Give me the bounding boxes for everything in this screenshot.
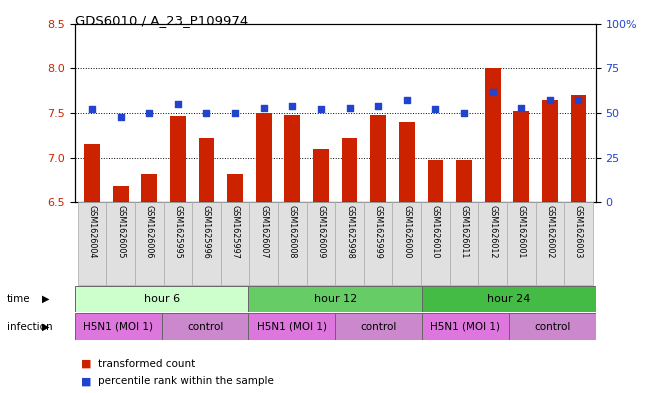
Point bbox=[459, 110, 469, 116]
Text: control: control bbox=[534, 321, 570, 332]
Text: transformed count: transformed count bbox=[98, 358, 195, 369]
Text: GSM1625996: GSM1625996 bbox=[202, 205, 211, 259]
Point bbox=[144, 110, 154, 116]
Bar bbox=[393, 202, 421, 285]
Text: GSM1625998: GSM1625998 bbox=[345, 205, 354, 259]
Text: time: time bbox=[7, 294, 30, 304]
Point bbox=[402, 97, 412, 104]
Bar bbox=[478, 202, 507, 285]
Point bbox=[115, 114, 126, 120]
Bar bbox=[75, 286, 249, 312]
Point bbox=[287, 103, 298, 109]
Bar bbox=[227, 174, 243, 202]
Text: GSM1626010: GSM1626010 bbox=[431, 205, 440, 258]
Point bbox=[516, 105, 527, 111]
Bar bbox=[249, 202, 278, 285]
Point bbox=[545, 97, 555, 104]
Bar bbox=[571, 95, 587, 202]
Bar bbox=[536, 202, 564, 285]
Bar bbox=[399, 122, 415, 202]
Point bbox=[488, 88, 498, 95]
Bar bbox=[335, 202, 364, 285]
Point bbox=[173, 101, 183, 107]
Text: control: control bbox=[361, 321, 397, 332]
Bar bbox=[75, 313, 161, 340]
Text: GSM1626001: GSM1626001 bbox=[517, 205, 526, 258]
Bar bbox=[106, 202, 135, 285]
Bar bbox=[163, 202, 192, 285]
Text: GSM1625995: GSM1625995 bbox=[173, 205, 182, 259]
Text: GSM1626012: GSM1626012 bbox=[488, 205, 497, 258]
Text: H5N1 (MOI 1): H5N1 (MOI 1) bbox=[257, 321, 327, 332]
Bar bbox=[364, 202, 393, 285]
Bar bbox=[370, 115, 386, 202]
Point bbox=[574, 97, 584, 104]
Text: GSM1626006: GSM1626006 bbox=[145, 205, 154, 258]
Text: percentile rank within the sample: percentile rank within the sample bbox=[98, 376, 273, 386]
Point bbox=[258, 105, 269, 111]
Bar bbox=[456, 160, 472, 202]
Bar bbox=[485, 68, 501, 202]
Bar bbox=[428, 160, 443, 202]
Bar bbox=[564, 202, 593, 285]
Bar bbox=[113, 186, 128, 202]
Point bbox=[373, 103, 383, 109]
Text: GSM1626005: GSM1626005 bbox=[116, 205, 125, 258]
Text: infection: infection bbox=[7, 321, 52, 332]
Bar bbox=[509, 313, 596, 340]
Point bbox=[87, 106, 97, 112]
Bar bbox=[278, 202, 307, 285]
Bar bbox=[141, 174, 157, 202]
Text: ▶: ▶ bbox=[42, 321, 50, 332]
Bar bbox=[249, 313, 335, 340]
Bar bbox=[514, 111, 529, 202]
Text: GSM1626009: GSM1626009 bbox=[316, 205, 326, 258]
Bar bbox=[421, 202, 450, 285]
Bar bbox=[192, 202, 221, 285]
Bar bbox=[135, 202, 163, 285]
Text: GSM1626004: GSM1626004 bbox=[87, 205, 96, 258]
Text: hour 12: hour 12 bbox=[314, 294, 357, 304]
Text: H5N1 (MOI 1): H5N1 (MOI 1) bbox=[430, 321, 501, 332]
Text: ■: ■ bbox=[81, 358, 92, 369]
Text: hour 24: hour 24 bbox=[487, 294, 531, 304]
Text: GSM1626003: GSM1626003 bbox=[574, 205, 583, 258]
Bar bbox=[507, 202, 536, 285]
Bar bbox=[77, 202, 106, 285]
Text: GDS6010 / A_23_P109974: GDS6010 / A_23_P109974 bbox=[75, 14, 248, 27]
Text: hour 6: hour 6 bbox=[144, 294, 180, 304]
Bar bbox=[422, 286, 596, 312]
Bar bbox=[221, 202, 249, 285]
Bar bbox=[84, 144, 100, 202]
Bar bbox=[313, 149, 329, 202]
Point bbox=[316, 106, 326, 112]
Text: control: control bbox=[187, 321, 223, 332]
Text: GSM1626007: GSM1626007 bbox=[259, 205, 268, 258]
Bar bbox=[199, 138, 214, 202]
Point bbox=[201, 110, 212, 116]
Bar bbox=[450, 202, 478, 285]
Bar bbox=[161, 313, 249, 340]
Point bbox=[344, 105, 355, 111]
Bar bbox=[335, 313, 422, 340]
Bar bbox=[249, 286, 422, 312]
Text: GSM1626011: GSM1626011 bbox=[460, 205, 469, 258]
Text: GSM1625997: GSM1625997 bbox=[230, 205, 240, 259]
Bar bbox=[284, 115, 300, 202]
Text: GSM1626008: GSM1626008 bbox=[288, 205, 297, 258]
Text: GSM1626002: GSM1626002 bbox=[546, 205, 555, 258]
Point bbox=[230, 110, 240, 116]
Bar bbox=[170, 116, 186, 202]
Bar bbox=[422, 313, 509, 340]
Bar bbox=[342, 138, 357, 202]
Text: GSM1625999: GSM1625999 bbox=[374, 205, 383, 259]
Text: GSM1626000: GSM1626000 bbox=[402, 205, 411, 258]
Bar bbox=[256, 113, 271, 202]
Text: ▶: ▶ bbox=[42, 294, 50, 304]
Text: ■: ■ bbox=[81, 376, 92, 386]
Bar bbox=[307, 202, 335, 285]
Text: H5N1 (MOI 1): H5N1 (MOI 1) bbox=[83, 321, 153, 332]
Point bbox=[430, 106, 441, 112]
Bar bbox=[542, 99, 558, 202]
